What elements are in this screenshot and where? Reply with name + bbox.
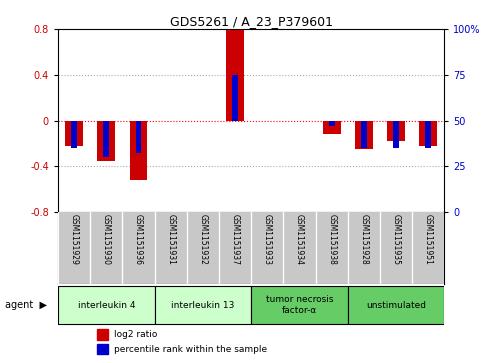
Text: log2 ratio: log2 ratio [114,330,157,339]
Text: GSM1151931: GSM1151931 [166,214,175,265]
Bar [97,344,108,354]
Text: GSM1151933: GSM1151933 [263,214,272,265]
Text: GSM1151932: GSM1151932 [199,214,207,265]
Text: GSM1151938: GSM1151938 [327,214,336,265]
Title: GDS5261 / A_23_P379601: GDS5261 / A_23_P379601 [170,15,333,28]
Bar [97,329,108,339]
Bar [355,121,373,149]
Bar [103,121,109,157]
Bar [71,121,77,148]
Text: GSM1151937: GSM1151937 [230,214,240,265]
Bar [329,121,335,126]
Bar [98,121,115,160]
FancyBboxPatch shape [251,286,348,324]
Text: interleukin 13: interleukin 13 [171,301,235,310]
Text: GSM1151935: GSM1151935 [392,214,400,265]
Bar [361,121,367,148]
Text: percentile rank within the sample: percentile rank within the sample [114,345,267,354]
FancyBboxPatch shape [58,286,155,324]
Text: unstimulated: unstimulated [366,301,426,310]
Bar [65,121,83,146]
Text: GSM1151934: GSM1151934 [295,214,304,265]
Bar [426,121,431,148]
Text: GSM1151951: GSM1151951 [424,214,433,265]
FancyBboxPatch shape [348,286,444,324]
Text: GSM1151928: GSM1151928 [359,214,369,265]
Bar [129,121,147,180]
Bar [136,121,142,154]
Text: GSM1151930: GSM1151930 [102,214,111,265]
Text: interleukin 4: interleukin 4 [77,301,135,310]
Bar [387,121,405,141]
Text: GSM1151929: GSM1151929 [70,214,79,265]
Bar [393,121,399,148]
Bar [226,30,244,121]
Bar [232,75,238,121]
Bar [419,121,437,146]
FancyBboxPatch shape [155,286,251,324]
Text: GSM1151936: GSM1151936 [134,214,143,265]
Bar [323,121,341,134]
Text: agent  ▶: agent ▶ [5,300,47,310]
Text: tumor necrosis
factor-α: tumor necrosis factor-α [266,295,333,315]
